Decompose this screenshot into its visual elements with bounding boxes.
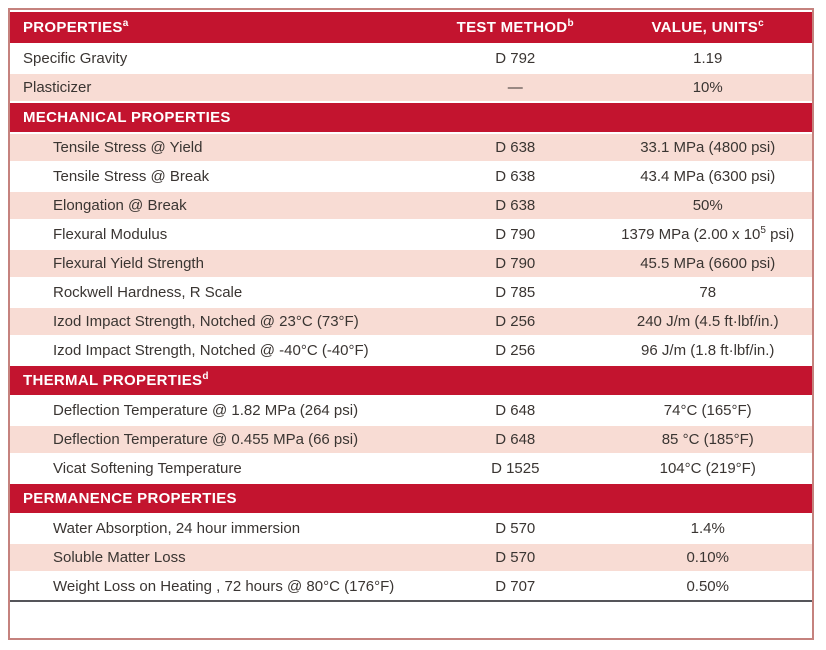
test-method-cell: D 638 bbox=[427, 192, 604, 219]
table-row-deflection-temp-0455mpa: Deflection Temperature @ 0.455 MPa (66 p… bbox=[10, 426, 812, 453]
test-method-cell: D 570 bbox=[427, 544, 604, 571]
table-row-tensile-stress-yield: Tensile Stress @ Yield D 638 33.1 MPa (4… bbox=[10, 134, 812, 161]
table-row-elongation-break: Elongation @ Break D 638 50% bbox=[10, 192, 812, 219]
table-row-weight-loss-on-heating: Weight Loss on Heating , 72 hours @ 80°C… bbox=[10, 573, 812, 602]
value-cell: 78 bbox=[603, 279, 812, 306]
property-cell: Plasticizer bbox=[10, 74, 428, 101]
section-title: MECHANICAL PROPERTIES bbox=[23, 109, 231, 126]
test-method-cell: D 707 bbox=[427, 573, 604, 602]
value-cell: 96 J/m (1.8 ft·lbf/in.) bbox=[603, 337, 812, 364]
col-header-test-method: TEST METHODb bbox=[427, 12, 604, 43]
test-method-cell: D 648 bbox=[427, 426, 604, 453]
value-cell: 1379 MPa (2.00 x 105 psi) bbox=[603, 221, 812, 248]
value-cell: 43.4 MPa (6300 psi) bbox=[603, 163, 812, 190]
value-cell: 45.5 MPa (6600 psi) bbox=[603, 250, 812, 277]
property-cell: Specific Gravity bbox=[10, 45, 428, 72]
table-row-plasticizer: Plasticizer — 10% bbox=[10, 74, 812, 101]
property-cell: Soluble Matter Loss bbox=[10, 544, 428, 571]
property-cell: Deflection Temperature @ 0.455 MPa (66 p… bbox=[10, 426, 428, 453]
property-cell: Tensile Stress @ Yield bbox=[10, 134, 428, 161]
table-row-water-absorption: Water Absorption, 24 hour immersion D 57… bbox=[10, 515, 812, 542]
property-cell: Tensile Stress @ Break bbox=[10, 163, 428, 190]
property-cell: Water Absorption, 24 hour immersion bbox=[10, 515, 428, 542]
table-row-soluble-matter-loss: Soluble Matter Loss D 570 0.10% bbox=[10, 544, 812, 571]
exponent-superscript: 5 bbox=[760, 225, 766, 236]
col-header-properties-label: PROPERTIES bbox=[23, 19, 123, 36]
col-header-value-units-label: VALUE, UNITS bbox=[651, 19, 759, 36]
section-header-permanence: PERMANENCE PROPERTIES bbox=[10, 484, 812, 513]
property-cell: Deflection Temperature @ 1.82 MPa (264 p… bbox=[10, 397, 428, 424]
value-cell: 33.1 MPa (4800 psi) bbox=[603, 134, 812, 161]
test-method-cell: D 648 bbox=[427, 397, 604, 424]
test-method-cell: D 1525 bbox=[427, 455, 604, 482]
table-header-row: PROPERTIESa TEST METHODb VALUE, UNITSc bbox=[10, 12, 812, 43]
property-cell: Izod Impact Strength, Notched @ -40°C (-… bbox=[10, 337, 428, 364]
value-cell: 10% bbox=[603, 74, 812, 101]
col-header-value-units: VALUE, UNITSc bbox=[603, 12, 812, 43]
test-method-cell: D 256 bbox=[427, 308, 604, 335]
value-cell: 1.19 bbox=[603, 45, 812, 72]
table-row-rockwell-hardness: Rockwell Hardness, R Scale D 785 78 bbox=[10, 279, 812, 306]
table-row-izod-impact-minus40c: Izod Impact Strength, Notched @ -40°C (-… bbox=[10, 337, 812, 364]
value-cell: 1.4% bbox=[603, 515, 812, 542]
value-cell: 104°C (219°F) bbox=[603, 455, 812, 482]
value-main: 1379 MPa (2.00 x 10 bbox=[621, 226, 761, 243]
value-cell: 85 °C (185°F) bbox=[603, 426, 812, 453]
section-header-label: PERMANENCE PROPERTIES bbox=[10, 484, 812, 513]
test-method-cell: D 638 bbox=[427, 163, 604, 190]
property-cell: Izod Impact Strength, Notched @ 23°C (73… bbox=[10, 308, 428, 335]
test-method-cell: D 570 bbox=[427, 515, 604, 542]
section-header-thermal: THERMAL PROPERTIESd bbox=[10, 366, 812, 395]
properties-datasheet-table: PROPERTIESa TEST METHODb VALUE, UNITSc S… bbox=[8, 8, 814, 640]
footnote-marker-d: d bbox=[202, 371, 209, 382]
test-method-cell: D 638 bbox=[427, 134, 604, 161]
col-header-test-method-label: TEST METHOD bbox=[456, 19, 568, 36]
section-title: THERMAL PROPERTIES bbox=[23, 372, 203, 389]
test-method-cell: D 256 bbox=[427, 337, 604, 364]
section-header-label: THERMAL PROPERTIESd bbox=[10, 366, 812, 395]
value-end: psi) bbox=[765, 226, 795, 243]
test-method-cell: D 790 bbox=[427, 221, 604, 248]
property-cell: Vicat Softening Temperature bbox=[10, 455, 428, 482]
value-cell: 50% bbox=[603, 192, 812, 219]
section-title: PERMANENCE PROPERTIES bbox=[23, 490, 237, 507]
test-method-cell: — bbox=[427, 74, 604, 101]
test-method-cell: D 790 bbox=[427, 250, 604, 277]
property-cell: Weight Loss on Heating , 72 hours @ 80°C… bbox=[10, 573, 428, 602]
property-cell: Elongation @ Break bbox=[10, 192, 428, 219]
test-method-cell: D 792 bbox=[427, 45, 604, 72]
table-row-flexural-modulus: Flexural Modulus D 790 1379 MPa (2.00 x … bbox=[10, 221, 812, 248]
footnote-marker-b: b bbox=[567, 18, 574, 29]
table-row-vicat-softening-temp: Vicat Softening Temperature D 1525 104°C… bbox=[10, 455, 812, 482]
footnote-marker-a: a bbox=[122, 18, 129, 29]
section-header-label: MECHANICAL PROPERTIES bbox=[10, 103, 812, 132]
property-cell: Flexural Modulus bbox=[10, 221, 428, 248]
value-cell: 0.50% bbox=[603, 573, 812, 602]
value-cell: 0.10% bbox=[603, 544, 812, 571]
table-row-tensile-stress-break: Tensile Stress @ Break D 638 43.4 MPa (6… bbox=[10, 163, 812, 190]
table-row-deflection-temp-182mpa: Deflection Temperature @ 1.82 MPa (264 p… bbox=[10, 397, 812, 424]
test-method-cell: D 785 bbox=[427, 279, 604, 306]
col-header-properties: PROPERTIESa bbox=[10, 12, 428, 43]
table-row-flexural-yield-strength: Flexural Yield Strength D 790 45.5 MPa (… bbox=[10, 250, 812, 277]
value-cell: 240 J/m (4.5 ft·lbf/in.) bbox=[603, 308, 812, 335]
property-cell: Flexural Yield Strength bbox=[10, 250, 428, 277]
footnote-marker-c: c bbox=[758, 18, 764, 29]
value-cell: 74°C (165°F) bbox=[603, 397, 812, 424]
table-row-specific-gravity: Specific Gravity D 792 1.19 bbox=[10, 45, 812, 72]
section-header-mechanical: MECHANICAL PROPERTIES bbox=[10, 103, 812, 132]
property-cell: Rockwell Hardness, R Scale bbox=[10, 279, 428, 306]
properties-table: PROPERTIESa TEST METHODb VALUE, UNITSc S… bbox=[10, 10, 812, 604]
table-row-izod-impact-23c: Izod Impact Strength, Notched @ 23°C (73… bbox=[10, 308, 812, 335]
